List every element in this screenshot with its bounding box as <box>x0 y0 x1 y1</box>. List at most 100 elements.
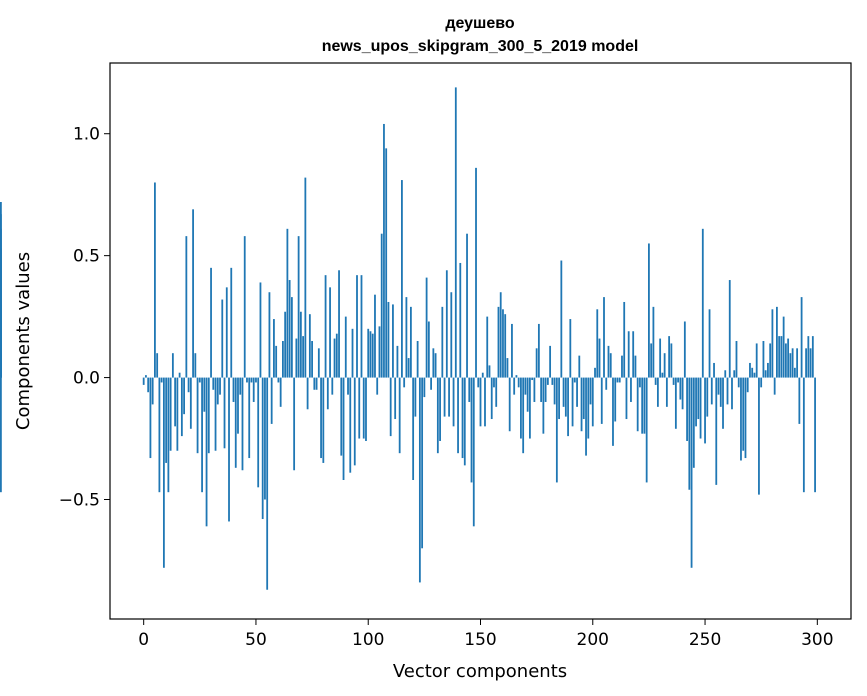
bar-309 <box>0 375 2 378</box>
bar-177 <box>540 377 543 402</box>
bar-82 <box>326 377 329 410</box>
bar-158 <box>497 306 500 378</box>
bar-202 <box>596 309 599 378</box>
bar-17 <box>180 377 183 437</box>
bar-33 <box>216 377 219 405</box>
bar-277 <box>764 370 767 378</box>
bar-52 <box>259 282 262 378</box>
bar-267 <box>742 377 745 451</box>
bar-213 <box>621 355 623 378</box>
bar-295 <box>805 348 807 378</box>
bar-307 <box>0 202 2 378</box>
bar-36 <box>223 377 226 449</box>
bar-121 <box>414 377 417 417</box>
bar-94 <box>353 377 356 466</box>
bar-191 <box>571 377 574 427</box>
bar-6 <box>156 353 159 378</box>
bar-220 <box>636 377 639 432</box>
bar-147 <box>472 377 475 527</box>
bar-252 <box>708 309 711 378</box>
bar-214 <box>623 301 626 378</box>
bar-76 <box>313 377 316 390</box>
bar-205 <box>603 297 605 378</box>
chart-title: деушево <box>445 15 515 32</box>
bar-303 <box>0 377 2 493</box>
bar-245 <box>692 377 695 468</box>
bar-66 <box>290 297 293 378</box>
bar-266 <box>740 377 742 461</box>
x-tick-label: 250 <box>689 630 721 650</box>
bar-255 <box>715 377 718 485</box>
bar-256 <box>717 377 720 395</box>
bar-210 <box>614 377 617 422</box>
x-tick-label: 200 <box>577 630 609 650</box>
bar-84 <box>331 377 334 395</box>
bar-278 <box>767 362 769 378</box>
bar-262 <box>731 377 733 410</box>
bar-78 <box>317 348 320 378</box>
bar-53 <box>261 377 264 520</box>
bar-263 <box>733 370 736 378</box>
bar-126 <box>425 277 428 378</box>
bar-226 <box>650 343 653 378</box>
bar-170 <box>524 377 527 395</box>
bar-10 <box>165 377 168 463</box>
bar-117 <box>405 297 408 378</box>
bar-224 <box>645 377 648 483</box>
bar-45 <box>243 236 246 378</box>
bar-280 <box>771 309 774 378</box>
bar-151 <box>481 372 484 378</box>
bar-28 <box>205 377 208 527</box>
bar-69 <box>297 236 300 378</box>
bar-228 <box>654 377 657 385</box>
bar-150 <box>479 377 482 427</box>
bar-110 <box>389 377 392 437</box>
bar-174 <box>533 377 536 402</box>
bar-13 <box>171 353 174 378</box>
bar-203 <box>598 338 601 378</box>
bar-144 <box>466 233 468 378</box>
bar-275 <box>760 377 763 388</box>
bar-160 <box>502 309 504 378</box>
y-tick-label: 0.5 <box>73 247 100 267</box>
bar-176 <box>537 323 540 378</box>
bar-48 <box>250 377 253 383</box>
bar-41 <box>234 377 237 468</box>
bar-241 <box>683 321 686 378</box>
bar-133 <box>441 306 444 378</box>
bar-298 <box>811 336 814 378</box>
bar-219 <box>634 355 637 378</box>
bar-184 <box>555 377 558 483</box>
x-tick-label: 0 <box>138 630 149 650</box>
bar-7 <box>158 377 161 493</box>
bar-98 <box>362 377 365 439</box>
bar-12 <box>169 377 172 451</box>
bar-231 <box>661 372 664 378</box>
bar-274 <box>758 377 760 495</box>
x-axis-label: Vector components <box>393 661 567 682</box>
bars-group <box>0 87 816 590</box>
bar-251 <box>706 377 709 417</box>
bar-85 <box>333 338 336 378</box>
bar-260 <box>726 377 729 405</box>
bar-197 <box>585 377 587 456</box>
bar-119 <box>409 306 412 378</box>
bar-222 <box>641 377 644 434</box>
bar-163 <box>508 377 511 432</box>
bar-153 <box>486 316 489 378</box>
bar-161 <box>504 314 507 378</box>
bar-187 <box>562 377 565 407</box>
bar-268 <box>744 377 747 459</box>
bar-185 <box>558 377 560 420</box>
bar-230 <box>659 338 662 378</box>
bar-93 <box>351 328 354 378</box>
bar-31 <box>212 377 215 390</box>
bar-211 <box>616 377 619 383</box>
bar-272 <box>753 372 756 378</box>
bar-131 <box>436 377 439 454</box>
bar-40 <box>232 377 235 402</box>
bar-83 <box>329 287 331 378</box>
bar-4 <box>151 377 154 405</box>
bar-112 <box>394 377 397 420</box>
bar-235 <box>670 343 673 378</box>
